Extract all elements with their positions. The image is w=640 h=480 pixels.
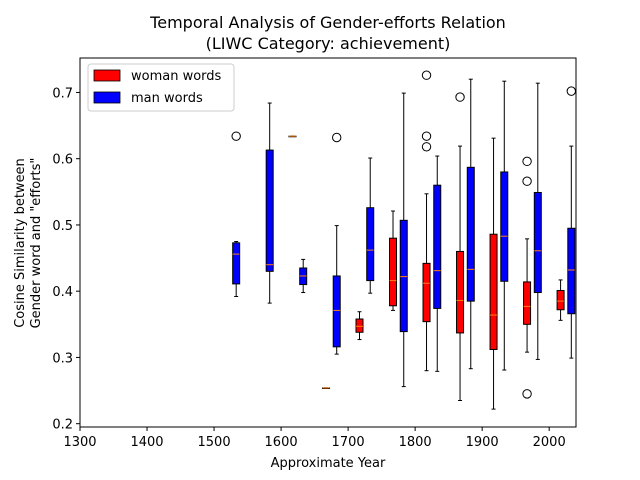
legend-frame	[87, 63, 235, 112]
box-woman-1767	[389, 210, 398, 311]
outlier-point	[231, 131, 241, 141]
y-axis-label-line1: Cosine Similarity between	[13, 158, 28, 328]
chart-title-line1: Temporal Analysis of Gender-efforts Rela…	[149, 13, 506, 32]
box-iqr	[366, 207, 375, 282]
box-man-1683	[332, 132, 342, 355]
chart-title-line2: (LIWC Category: achievement)	[206, 34, 451, 53]
outlier-point	[522, 176, 532, 186]
x-tick-label: 1400	[130, 435, 163, 450]
y-tick-label: 0.3	[52, 351, 73, 366]
box-iqr	[466, 166, 475, 302]
x-tick-label: 1500	[198, 435, 231, 450]
box-woman-1817	[421, 70, 432, 372]
box-woman-1867	[455, 92, 465, 402]
box-iqr	[232, 242, 241, 285]
box-iqr	[433, 184, 442, 309]
box-man-1633	[299, 258, 308, 294]
y-tick-label: 0.2	[52, 418, 73, 433]
box-woman-1717	[355, 311, 364, 341]
x-ticks: 1300 1400 1500 1600 1700 1800 1900 2000	[63, 427, 566, 450]
y-tick-label: 0.6	[52, 153, 73, 168]
legend-swatch-woman	[93, 69, 121, 82]
outlier-point	[522, 389, 532, 399]
boxes-layer	[231, 70, 577, 410]
box-iqr	[265, 149, 274, 272]
box-iqr	[556, 290, 565, 311]
box-man-1733	[366, 157, 375, 294]
outlier-point	[421, 131, 432, 141]
outlier-point	[455, 92, 465, 102]
box-woman-1617	[288, 135, 297, 138]
x-axis-label: Approximate Year	[271, 456, 386, 471]
x-tick-label: 1300	[63, 435, 96, 450]
legend: woman words man words	[87, 63, 235, 112]
box-iqr	[567, 227, 576, 315]
box-iqr	[389, 237, 398, 307]
box-iqr	[523, 281, 532, 325]
box-woman-1667	[321, 387, 330, 390]
x-tick-label: 1700	[332, 435, 365, 450]
box-iqr	[500, 171, 509, 282]
x-tick-label: 2000	[533, 435, 566, 450]
y-tick-label: 0.5	[52, 219, 73, 234]
x-tick-label: 1900	[466, 435, 499, 450]
box-man-1783	[399, 92, 408, 388]
legend-swatch-man	[93, 91, 121, 104]
x-tick-label: 1600	[265, 435, 298, 450]
outlier-point	[421, 142, 432, 152]
box-man-1833	[433, 155, 442, 372]
box-woman-1967	[522, 156, 532, 399]
box-man-1533	[231, 131, 241, 297]
box-man-1983	[533, 82, 542, 360]
box-iqr	[456, 250, 465, 334]
outlier-point	[522, 156, 532, 167]
plot-frame	[79, 57, 577, 428]
box-iqr	[489, 233, 498, 350]
box-iqr	[399, 219, 408, 333]
legend-label-woman: woman words	[131, 69, 222, 84]
outlier-point	[421, 70, 432, 80]
y-ticks: 0.2 0.3 0.4 0.5 0.6 0.7	[52, 86, 80, 433]
box-iqr	[332, 275, 341, 348]
box-woman-1917	[489, 137, 498, 410]
box-iqr	[355, 318, 364, 333]
box-man-1883	[466, 78, 475, 370]
outlier-point	[332, 132, 342, 143]
box-man-1933	[500, 80, 509, 371]
legend-label-man: man words	[131, 91, 203, 106]
y-tick-label: 0.4	[52, 285, 73, 300]
x-tick-label: 1800	[399, 435, 432, 450]
box-woman-2017	[556, 279, 565, 321]
y-tick-label: 0.7	[52, 86, 73, 101]
y-axis-label-line2: Gender word and "efforts"	[29, 158, 44, 329]
box-man-1583	[265, 102, 274, 304]
box-iqr	[422, 262, 431, 323]
box-iqr	[533, 191, 542, 294]
